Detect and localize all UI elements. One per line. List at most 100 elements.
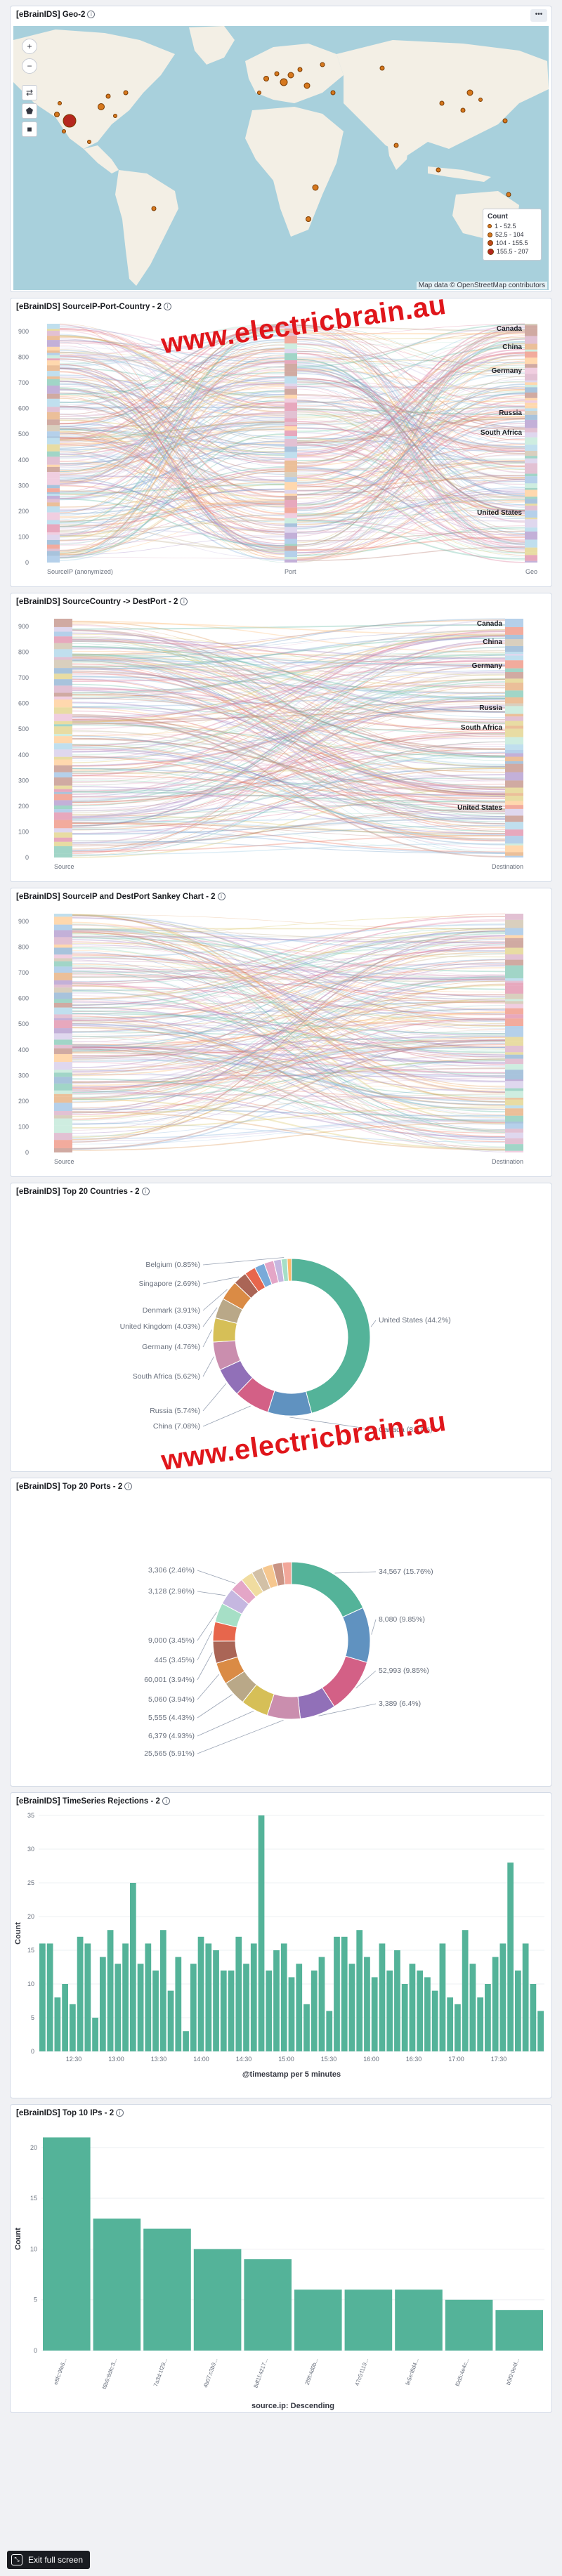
map-marker[interactable] (62, 129, 66, 133)
sankey-node (54, 999, 72, 1003)
zoom-in-button[interactable]: + (22, 39, 37, 54)
map-marker[interactable] (113, 114, 117, 118)
info-icon[interactable]: i (217, 893, 226, 901)
sankey-link (72, 1006, 506, 1125)
sankey-link (296, 381, 525, 433)
donut-leader-line (197, 1711, 254, 1737)
sankey-node (525, 473, 537, 477)
panel-options-button[interactable]: ••• (530, 9, 547, 22)
sankey-link (59, 442, 285, 492)
sankey-link (72, 947, 506, 980)
sankey-link (296, 392, 525, 506)
sankey-node (47, 353, 60, 355)
sankey-link (59, 334, 285, 513)
map-marker[interactable] (87, 140, 91, 144)
map-marker[interactable] (287, 72, 294, 79)
bar (99, 1957, 106, 2051)
sankey-link (296, 386, 525, 389)
map-marker[interactable] (393, 143, 399, 148)
map-marker[interactable] (123, 90, 129, 96)
map-marker[interactable] (320, 62, 325, 67)
sankey-node (54, 1103, 72, 1111)
map-marker[interactable] (54, 112, 60, 117)
map-marker[interactable] (506, 192, 511, 197)
sankey-link (296, 537, 525, 551)
sankey-link (296, 421, 525, 534)
sankey-link (72, 814, 506, 836)
map-marker[interactable] (439, 100, 445, 106)
exit-fullscreen-button[interactable]: ⤡ Exit full screen (7, 2551, 91, 2569)
sankey-link (72, 636, 506, 759)
sankey-node (47, 444, 60, 452)
sankey-link (72, 644, 506, 761)
info-icon[interactable]: i (141, 1188, 150, 1196)
map-marker[interactable] (63, 114, 77, 128)
map-marker[interactable] (379, 65, 385, 71)
info-icon[interactable]: i (162, 1797, 170, 1806)
sankey-link (59, 524, 285, 552)
y-tick-label: 900 (18, 918, 29, 925)
sankey-link (59, 520, 285, 533)
map-marker[interactable] (436, 167, 441, 173)
y-tick-label: 500 (18, 431, 29, 438)
info-icon[interactable]: i (164, 303, 172, 311)
sankey-node (54, 846, 72, 854)
world-map[interactable] (13, 26, 549, 290)
sankey-link (72, 971, 506, 1116)
map-marker[interactable] (98, 103, 105, 110)
info-icon[interactable]: i (87, 11, 96, 19)
map-marker[interactable] (58, 101, 62, 105)
map-marker[interactable] (274, 71, 280, 77)
sankey-link (59, 468, 285, 554)
fit-bounds-button[interactable]: ⇄ (22, 85, 37, 100)
info-icon[interactable]: i (116, 2109, 124, 2117)
polygon-icon[interactable]: ⬟ (22, 103, 37, 119)
sankey-link (72, 936, 506, 1094)
zoom-out-button[interactable]: − (22, 58, 37, 74)
sankey-link (296, 348, 525, 451)
map-marker[interactable] (303, 82, 311, 89)
sankey-link (296, 404, 525, 448)
map-marker[interactable] (330, 90, 336, 96)
sankey-node (285, 333, 297, 336)
donut-chart[interactable]: 34,567 (15.76%)8,080 (9.85%)52,993 (9.85… (11, 1495, 552, 1786)
sankey-link (59, 394, 285, 485)
map-marker[interactable] (297, 67, 303, 72)
sankey-link (59, 460, 285, 504)
map-marker[interactable] (280, 78, 288, 86)
sankey-node (285, 523, 297, 527)
map-marker[interactable] (478, 98, 483, 102)
sankey-link (59, 492, 285, 523)
map-marker[interactable] (263, 76, 269, 81)
sankey-column-label: SourceIP (anonymized) (47, 568, 113, 575)
map-marker[interactable] (151, 206, 157, 211)
info-icon[interactable]: i (180, 598, 188, 606)
map-marker[interactable] (502, 118, 508, 124)
rectangle-icon[interactable]: ■ (22, 121, 37, 137)
sankey-node-label: China (502, 343, 522, 351)
sankey-link (72, 968, 506, 1020)
map-marker[interactable] (460, 107, 466, 113)
sankey-node (54, 1148, 72, 1152)
map-marker[interactable] (312, 184, 319, 191)
sankey-link (72, 746, 506, 809)
map-attribution[interactable]: Map data © OpenStreetMap contributors (416, 282, 547, 289)
sankey-links (72, 913, 506, 1152)
map-marker[interactable] (306, 216, 311, 222)
sankey-link (72, 1008, 506, 1037)
sankey-link (296, 332, 525, 484)
map-legend: Count 1 - 52.5 52.5 - 104 104 - 155.5 15… (483, 209, 542, 261)
donut-chart[interactable]: United States (44.2%)Canada (8.67%)China… (11, 1200, 552, 1471)
info-icon[interactable]: i (124, 1483, 133, 1491)
map-marker[interactable] (105, 93, 111, 99)
map-marker[interactable] (466, 89, 473, 96)
donut-leader-line (202, 1307, 218, 1327)
map-marker[interactable] (257, 91, 261, 95)
sankey-node (505, 660, 523, 669)
sankey-link (72, 722, 506, 789)
